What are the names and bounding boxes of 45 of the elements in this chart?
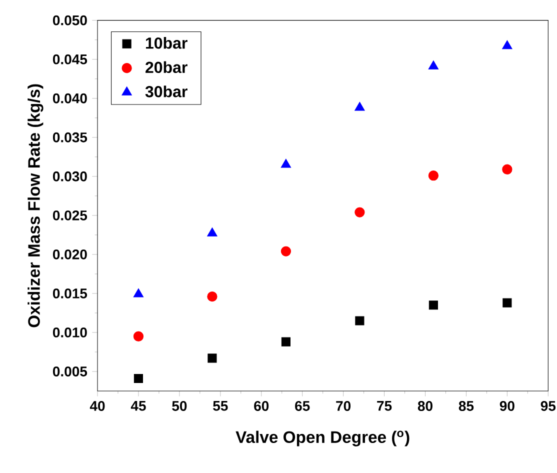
- point: [133, 331, 144, 342]
- x-tick-label: 40: [90, 401, 105, 411]
- y-axis-title: Oxidizer Mass Flow Rate (kg/s): [28, 84, 44, 328]
- point: [134, 374, 144, 384]
- x-tick-label: 45: [130, 401, 146, 411]
- point: [207, 227, 218, 236]
- point: [354, 102, 365, 111]
- legend-label: 30bar: [145, 86, 188, 98]
- y-tick-label: 0.020: [52, 249, 87, 260]
- x-tick-label: 65: [295, 401, 310, 411]
- legend-label: 20bar: [146, 61, 188, 74]
- x-tick-label: 55: [213, 401, 228, 411]
- y-tick-label: 0.040: [52, 93, 87, 104]
- x-axis-title: Valve Open Degree ($^{o}$): [236, 430, 410, 446]
- x-tick-label: 85: [458, 401, 474, 411]
- point: [354, 207, 365, 218]
- y-tick-label: 0.015: [52, 288, 88, 298]
- point: [502, 40, 512, 50]
- point: [355, 316, 364, 326]
- point: [280, 158, 292, 168]
- legend-label: 10bar: [146, 37, 188, 49]
- x-tick-label: 95: [540, 401, 556, 411]
- point: [208, 354, 217, 363]
- point: [133, 288, 144, 298]
- x-tick-label: 80: [418, 401, 432, 411]
- x-tick-label: 75: [377, 401, 392, 411]
- y-tick-label: 0.035: [52, 132, 88, 142]
- y-tick-label: 0.025: [52, 210, 88, 220]
- x-tick-label: 60: [254, 401, 269, 411]
- y-tick-label: 0.050: [52, 15, 87, 26]
- point: [502, 298, 512, 308]
- y-tick-label: 0.005: [52, 366, 88, 376]
- x-tick-label: 90: [500, 401, 514, 411]
- point: [280, 246, 292, 256]
- point: [281, 337, 290, 346]
- point: [428, 60, 439, 70]
- y-tick-label: 0.010: [52, 328, 87, 338]
- y-tick-label: 0.045: [52, 54, 88, 64]
- point: [428, 300, 438, 310]
- x-tick-label: 70: [336, 401, 351, 411]
- point: [207, 291, 218, 302]
- x-tick-label: 50: [172, 401, 187, 411]
- y-tick-label: 0.030: [52, 171, 87, 182]
- point: [428, 170, 439, 181]
- point: [502, 164, 512, 174]
